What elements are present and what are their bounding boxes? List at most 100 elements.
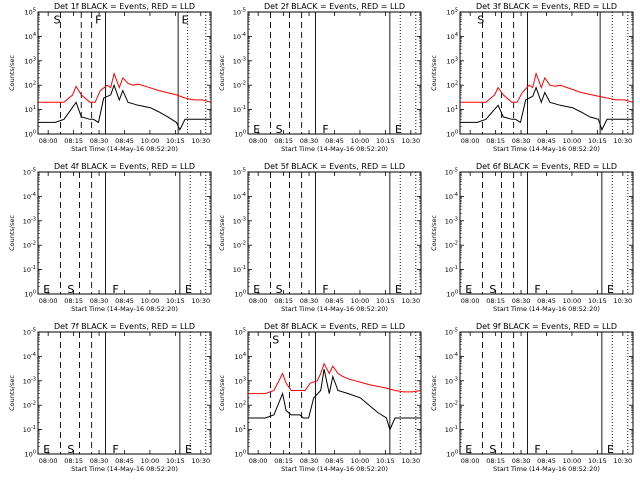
y-tick-label: 10-4	[233, 192, 246, 201]
plot-frame	[459, 11, 634, 135]
x-tick-label: 10:15	[376, 137, 395, 145]
x-tick-label: 08:45	[325, 457, 344, 465]
y-tick-label: 104	[235, 352, 246, 361]
marker-label-f: F	[534, 283, 540, 296]
marker-label-e: E	[465, 283, 472, 296]
y-tick-label: 10-5	[233, 168, 246, 177]
y-tick-label: 100	[447, 450, 458, 459]
panel-title: Det 8f BLACK = Events, RED = LLD	[264, 322, 405, 331]
marker-label-f: F	[95, 13, 101, 26]
panel-det-2: Det 2f BLACK = Events, RED = LLD 100 10-1 1…	[218, 2, 422, 153]
y-axis-label: Counts/sec	[430, 55, 438, 91]
y-tick-label: 101	[447, 105, 458, 114]
y-tick-label: 105	[25, 8, 36, 17]
marker-label-e: E	[607, 443, 614, 456]
x-tick-label: 08:45	[115, 297, 134, 305]
x-tick-label: 08:00	[461, 137, 480, 145]
panel-det-5: Det 5f BLACK = Events, RED = LLD 100 10-1 1…	[218, 162, 422, 313]
y-tick-label: 10-1	[445, 425, 458, 434]
y-tick-label: 10-4	[445, 192, 458, 201]
x-axis-label: Start Time (14-May-16 08:52:20)	[493, 305, 600, 313]
x-tick-label: 10:00	[351, 457, 370, 465]
y-tick-label: 10-5	[445, 168, 458, 177]
x-tick-label: 10:00	[563, 137, 582, 145]
x-axis-label: Start Time (14-May-16 08:52:20)	[281, 465, 388, 473]
x-tick-label: 08:00	[249, 457, 268, 465]
y-tick-label: 10-4	[23, 352, 36, 361]
marker-label-s: S	[276, 283, 283, 296]
y-tick-label: 102	[25, 81, 36, 90]
x-tick-label: 08:30	[512, 297, 531, 305]
x-tick-label: 10:15	[588, 457, 607, 465]
y-tick-label: 10-5	[23, 328, 36, 337]
x-tick-label: 08:30	[300, 457, 319, 465]
y-tick-label: 100	[25, 450, 36, 459]
marker-label-e: E	[395, 283, 402, 296]
x-tick-label: 08:15	[486, 137, 505, 145]
x-tick-label: 10:30	[401, 457, 420, 465]
y-tick-label: 101	[235, 425, 246, 434]
panel-title: Det 9f BLACK = Events, RED = LLD	[476, 322, 617, 331]
x-tick-label: 08:45	[115, 137, 134, 145]
series-line-0	[248, 362, 422, 395]
x-tick-label: 10:00	[563, 297, 582, 305]
x-tick-label: 08:45	[325, 137, 344, 145]
y-tick-label: 10-2	[233, 241, 246, 250]
x-tick-label: 08:15	[64, 137, 83, 145]
x-tick-label: 10:30	[613, 457, 632, 465]
x-tick-label: 10:15	[588, 137, 607, 145]
panel-det-7: Det 7f BLACK = Events, RED = LLD 100 10-1 1…	[8, 322, 212, 473]
x-tick-label: 10:15	[166, 297, 185, 305]
marker-label-f: F	[112, 283, 118, 296]
panel-title: Det 7f BLACK = Events, RED = LLD	[54, 322, 195, 331]
x-tick-label: 08:30	[512, 137, 531, 145]
x-tick-label: 08:00	[461, 457, 480, 465]
y-tick-label: 102	[235, 401, 246, 410]
x-tick-label: 10:15	[376, 297, 395, 305]
y-tick-label: 10-1	[445, 265, 458, 274]
x-tick-label: 08:00	[39, 297, 58, 305]
y-tick-label: 10-5	[23, 168, 36, 177]
x-tick-label: 10:00	[141, 297, 160, 305]
y-tick-label: 10-1	[23, 425, 36, 434]
x-tick-label: 10:00	[351, 297, 370, 305]
y-tick-label: 104	[25, 32, 36, 41]
x-tick-label: 08:30	[90, 457, 109, 465]
x-tick-label: 10:30	[401, 297, 420, 305]
x-tick-label: 10:00	[141, 137, 160, 145]
y-axis-label: Counts/sec	[430, 375, 438, 411]
y-tick-label: 105	[235, 328, 246, 337]
y-tick-label: 103	[25, 56, 36, 65]
x-axis-label: Start Time (14-May-16 08:52:20)	[71, 305, 178, 313]
x-tick-label: 08:00	[249, 297, 268, 305]
plot-frame	[247, 171, 422, 295]
x-tick-label: 08:45	[537, 297, 556, 305]
y-tick-label: 10-1	[233, 265, 246, 274]
x-tick-label: 10:30	[191, 297, 210, 305]
x-tick-label: 08:15	[64, 297, 83, 305]
panel-det-6: Det 6f BLACK = Events, RED = LLD 100 10-1 1…	[430, 162, 634, 313]
panel-det-9: Det 9f BLACK = Events, RED = LLD 100 10-1 1…	[430, 322, 634, 473]
marker-label-s: S	[489, 283, 496, 296]
x-tick-label: 10:15	[588, 297, 607, 305]
y-tick-label: 10-2	[445, 241, 458, 250]
panel-det-8: Det 8f BLACK = Events, RED = LLD 100 101 10…	[218, 322, 422, 473]
x-tick-label: 08:30	[300, 297, 319, 305]
marker-label-f: F	[534, 443, 540, 456]
marker-label-s: S	[477, 13, 484, 26]
x-axis-label: Start Time (14-May-16 08:52:20)	[71, 145, 178, 153]
plot-frame	[247, 11, 422, 135]
y-tick-label: 100	[25, 290, 36, 299]
y-axis-label: Counts/sec	[8, 215, 16, 251]
y-tick-label: 10-4	[233, 32, 246, 41]
y-tick-label: 10-2	[233, 81, 246, 90]
y-tick-label: 100	[235, 450, 246, 459]
marker-label-s: S	[67, 283, 74, 296]
plot-frame	[37, 11, 212, 135]
y-axis-label: Counts/sec	[430, 215, 438, 251]
y-tick-label: 102	[447, 81, 458, 90]
y-tick-label: 105	[447, 8, 458, 17]
y-tick-label: 10-3	[23, 376, 36, 385]
